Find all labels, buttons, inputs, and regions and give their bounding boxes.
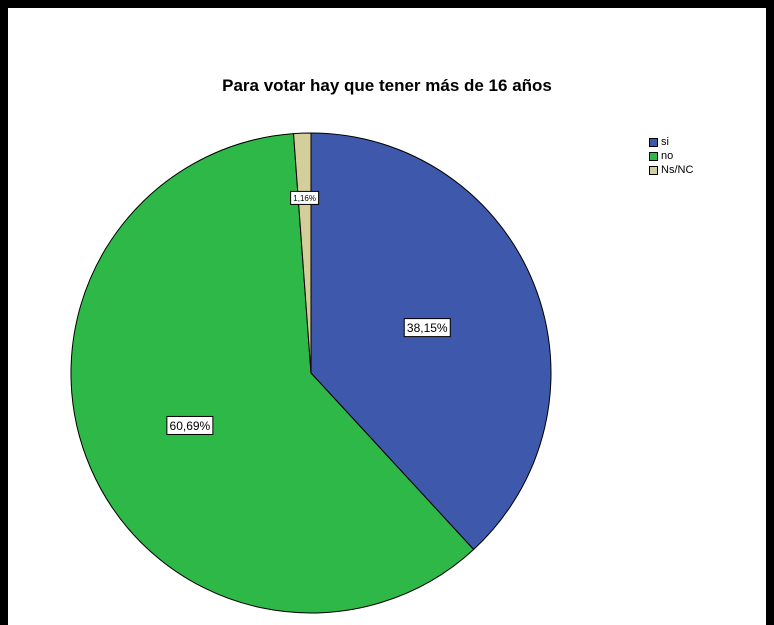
legend-swatch-si [649,137,658,147]
legend-item-si: si [649,135,693,149]
data-label-text: 60,69% [170,419,211,433]
legend-item-nsnc: Ns/NC [649,163,693,177]
pie-slice-si [310,132,552,551]
data-label-text: 38,15% [407,321,448,335]
data-label-box [166,415,214,435]
legend-swatch-no [649,151,658,161]
data-label-box [403,318,451,338]
data-label-box [290,190,320,205]
pie-slice-no [70,133,475,614]
data-label-text: 1,16% [293,194,316,203]
data-label-si: 38,15% [403,318,451,338]
data-label-no: 60,69% [166,415,214,435]
chart-title: Para votar hay que tener más de 16 años [222,76,552,95]
data-label-nsnc: 1,16% [290,190,320,205]
legend: si no Ns/NC [649,135,693,177]
legend-label-nsnc: Ns/NC [661,164,694,176]
legend-item-no: no [649,149,693,163]
legend-swatch-nsnc [649,165,658,175]
legend-label-si: si [661,136,669,148]
legend-label-no: no [661,150,674,162]
